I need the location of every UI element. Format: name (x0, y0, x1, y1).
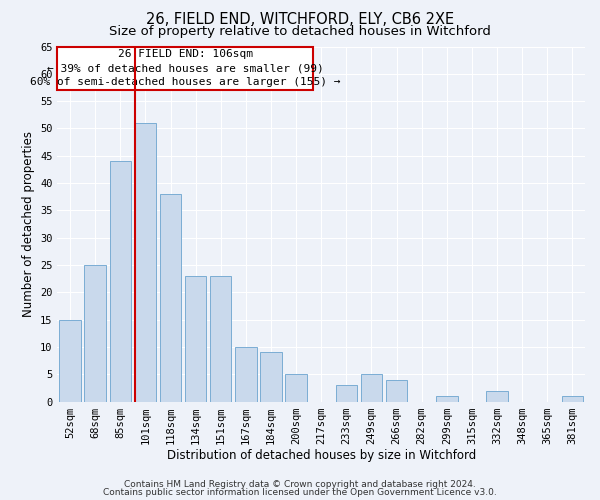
Bar (59, 320, 81, 402)
Bar (562, 396, 583, 402)
Bar (235, 347, 257, 402)
Bar (487, 390, 508, 402)
Bar (110, 161, 131, 402)
Y-axis label: Number of detached properties: Number of detached properties (22, 131, 35, 317)
Bar (361, 374, 382, 402)
Text: Contains HM Land Registry data © Crown copyright and database right 2024.: Contains HM Land Registry data © Crown c… (124, 480, 476, 489)
Bar (85, 265, 106, 402)
Bar (286, 374, 307, 402)
Text: Contains public sector information licensed under the Open Government Licence v3: Contains public sector information licen… (103, 488, 497, 497)
Text: Size of property relative to detached houses in Witchford: Size of property relative to detached ho… (109, 25, 491, 38)
Bar (160, 194, 181, 402)
Text: 26, FIELD END, WITCHFORD, ELY, CB6 2XE: 26, FIELD END, WITCHFORD, ELY, CB6 2XE (146, 12, 454, 28)
Bar (210, 276, 232, 402)
Bar (386, 380, 407, 402)
Bar (185, 276, 206, 402)
Bar (436, 396, 458, 402)
Bar (335, 385, 357, 402)
X-axis label: Distribution of detached houses by size in Witchford: Distribution of detached houses by size … (167, 450, 476, 462)
Bar (135, 123, 156, 402)
FancyBboxPatch shape (58, 46, 313, 90)
Text: 26 FIELD END: 106sqm
← 39% of detached houses are smaller (99)
60% of semi-detac: 26 FIELD END: 106sqm ← 39% of detached h… (30, 50, 341, 88)
Bar (260, 352, 281, 402)
